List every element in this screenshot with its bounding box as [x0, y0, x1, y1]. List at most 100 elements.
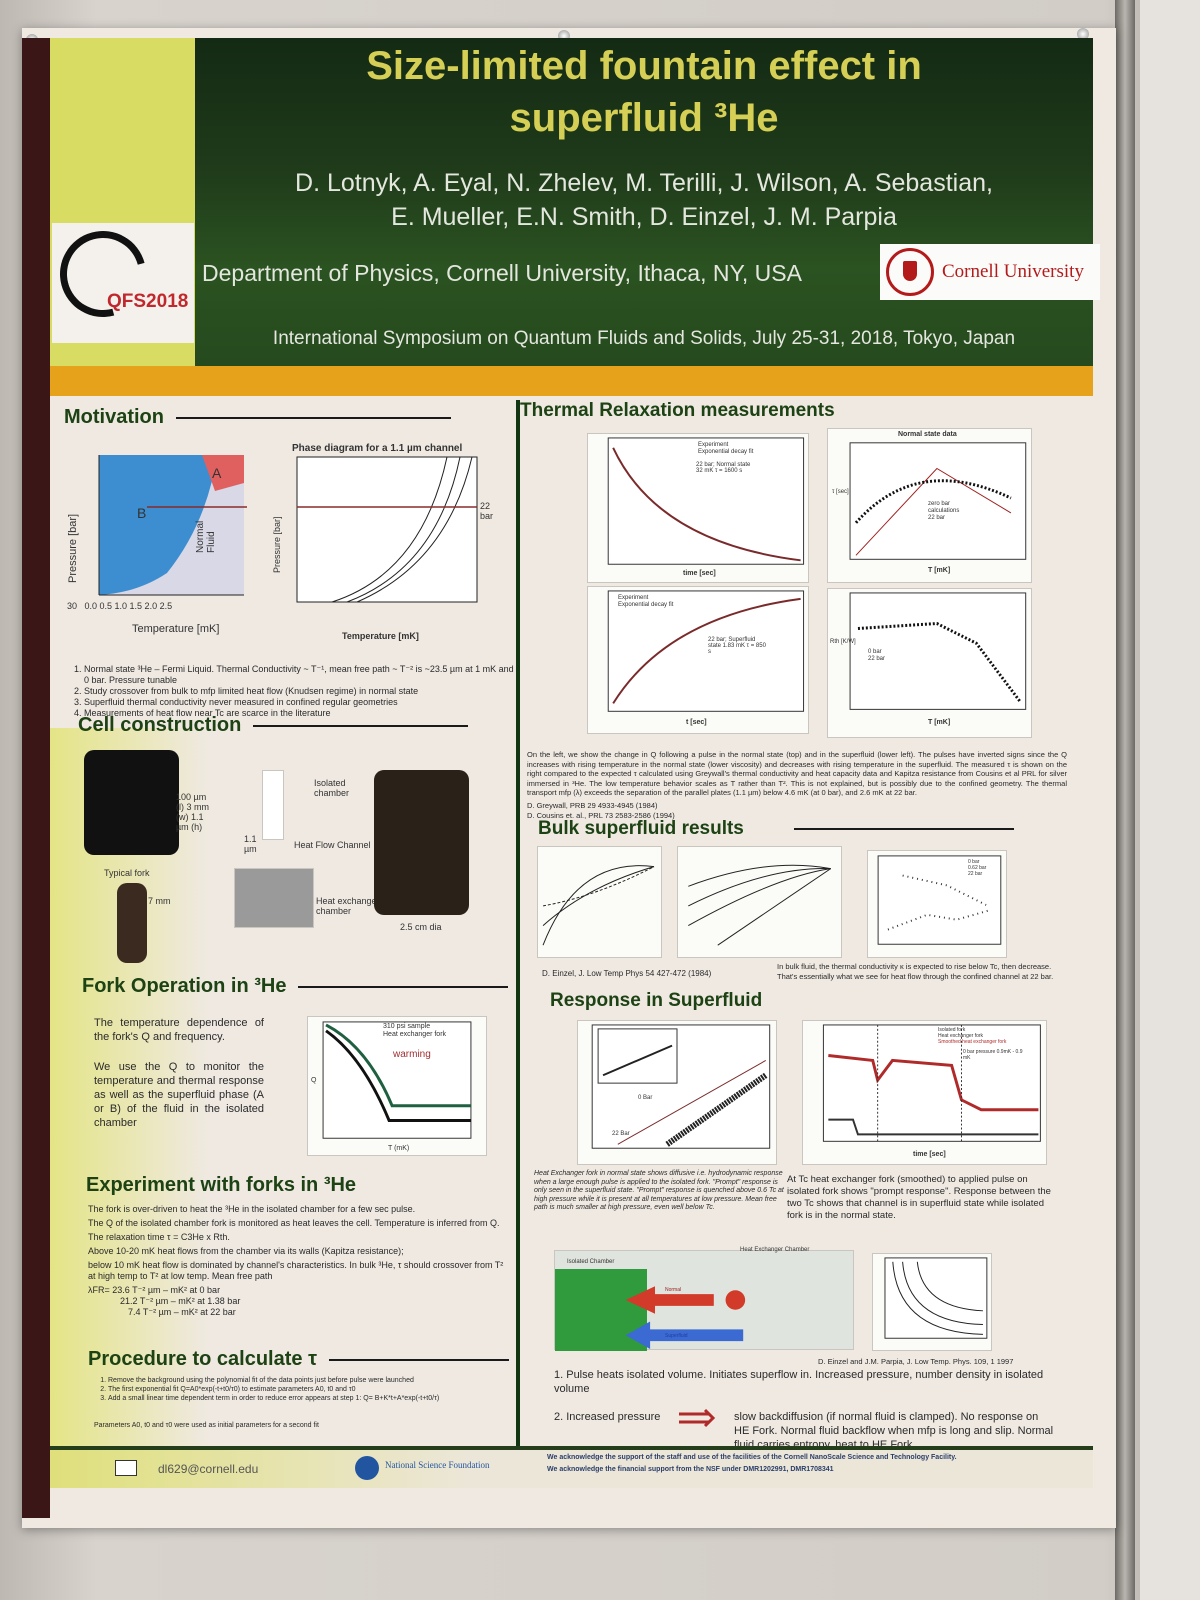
list-item: Add a small linear time dependent term i…: [108, 1394, 508, 1403]
poster-stand-pole: [1115, 0, 1135, 1600]
heat-exchange-chamber-label: Heat exchange chamber: [316, 896, 377, 916]
reference-greywall: D. Greywall, PRB 29 4933-4945 (1984): [527, 801, 658, 810]
section-heading-procedure: Procedure to calculate τ: [88, 1348, 510, 1371]
response-legend-1: Isolated fork: [938, 1027, 966, 1033]
rth-legend-0bar: 0 bar: [868, 649, 882, 655]
author-list: D. Lotnyk, A. Eyal, N. Zhelev, M. Terill…: [295, 169, 993, 231]
bottom-legend-1: Experiment: [618, 595, 649, 601]
bulk-legend-2: 0.62 bar: [968, 865, 987, 871]
experiment-line: The fork is over-driven to heat the ³He …: [88, 1204, 416, 1214]
response-legend-2: Heat exchanger fork: [938, 1033, 984, 1039]
phase-b-label: B: [137, 505, 147, 521]
section-heading-thermal: Thermal Relaxation measurements: [520, 400, 835, 421]
enso-circle-icon: [44, 215, 162, 333]
section-heading-response: Response in Superfluid: [550, 990, 763, 1011]
mechanism-point-2: 2. Increased pressure: [554, 1411, 661, 1423]
mechanism-point-1: 1. Pulse heats isolated volume. Initiate…: [554, 1369, 1044, 1395]
fork-legend-1: 310 psi sample: [383, 1023, 431, 1030]
isolated-chamber-diagram-label: Isolated Chamber: [567, 1259, 615, 1265]
cell-diameter-label: 2.5 cm dia: [400, 922, 442, 932]
response-right-caption: At Tc heat exchanger fork (smoothed) to …: [787, 1174, 1051, 1221]
experiment-line: Above 10-20 mK heat flows from the chamb…: [88, 1246, 404, 1256]
heat-exchange-chamber-drawing: [234, 868, 314, 928]
rth-y-axis-label: Rth [K/W]: [830, 639, 856, 645]
phase-a-label: A: [212, 465, 222, 481]
response-time-chart: Isolated fork Heat exchanger fork Smooth…: [802, 1020, 1047, 1165]
contact-email: dl629@cornell.edu: [158, 1462, 259, 1476]
fork-size-label: 7 mm: [148, 896, 171, 906]
bottom-note: 22 bar; Superfluid state 1.83 mK τ = 850…: [708, 637, 766, 655]
department: Department of Physics, Cornell Universit…: [202, 260, 802, 286]
poster: Size-limited fountain effect in superflu…: [22, 28, 1116, 1528]
double-arrow-icon: [679, 1408, 716, 1428]
top-x-axis-label: time [sec]: [683, 570, 716, 577]
einzel-parpia-chart: [872, 1253, 992, 1351]
reference-cousins: D. Cousins et. al., PRL 73 2583-2586 (19…: [527, 811, 675, 820]
tau-x-axis-label: T [mK]: [928, 567, 951, 574]
section-heading-fork: Fork Operation in ³He: [82, 975, 509, 998]
qfs-logo-text: QFS2018: [107, 291, 189, 312]
bulk-chart-2: [677, 846, 842, 958]
bulk-reference: D. Einzel, J. Low Temp Phys 54 427-472 (…: [542, 969, 712, 978]
rth-x-axis-label: T [mK]: [928, 719, 951, 726]
normal-fluid-label: Normal Fluid: [195, 520, 217, 553]
section-heading-bulk: Bulk superfluid results: [538, 818, 1014, 840]
top-legend-1: Experiment: [698, 442, 729, 448]
superfluid-flow-label: Superfluid: [665, 1333, 688, 1339]
fork-x-axis-label: T (mK): [388, 1145, 410, 1152]
list-item: Remove the background using the polynomi…: [108, 1376, 508, 1385]
nsf-name: National Science Foundation: [385, 1460, 490, 1470]
cell-photo: [374, 770, 469, 915]
bulk-chart-3: 0 bar 0.62 bar 22 bar: [867, 850, 1007, 958]
left-y-axis-label: Pressure [bar]: [67, 513, 79, 583]
experiment-line: The Q of the isolated chamber fork is mo…: [88, 1218, 500, 1228]
column-divider: [516, 400, 520, 1450]
experiment-text: The fork is over-driven to heat the ³He …: [88, 1204, 508, 1318]
isolated-chamber-drawing: [262, 770, 284, 840]
left-x-axis-label: Temperature [mK]: [132, 623, 220, 635]
orange-band: [50, 366, 1093, 396]
channel-phase-title: Phase diagram for a 1.1 µm channel: [292, 443, 463, 454]
bottom-x-axis-label: t [sec]: [686, 719, 707, 726]
right-y-axis-label: Pressure [bar]: [272, 516, 282, 573]
section-heading-cell: Cell construction: [78, 714, 469, 737]
response-note: 0 bar pressure 0.9mK - 0.9 mK: [963, 1049, 1023, 1061]
poster-title: Size-limited fountain effect in superflu…: [366, 44, 922, 140]
header-banner: [195, 38, 1093, 366]
normal-state-tau-chart: Normal state data zero bar calculations …: [827, 428, 1032, 583]
footer: dl629@cornell.edu National Science Found…: [50, 1450, 1093, 1488]
acknowledgement-facility: We acknowledge the support of the staff …: [547, 1454, 957, 1461]
response-0bar-label: 0 Bar: [638, 1095, 653, 1101]
thermal-resistance-chart: 0 bar 22 bar T [mK] Rth [K/W]: [827, 588, 1032, 738]
phase-diagram-colored: B A Normal Fluid Pressure [bar] 30 0.0 0…: [67, 443, 247, 643]
list-item: Superfluid thermal conductivity never me…: [84, 697, 514, 708]
experiment-line: The relaxation time τ = C3He x Rth.: [88, 1232, 230, 1242]
fork-q-chart: 310 psi sample Heat exchanger fork warmi…: [307, 1016, 487, 1156]
bulk-text: In bulk fluid, the thermal conductivity …: [777, 962, 1054, 981]
experiment-line: 7.4 T⁻² µm – mK² at 22 bar: [128, 1307, 236, 1317]
experiment-line: 21.2 T⁻² µm – mK² at 1.38 bar: [120, 1296, 241, 1306]
response-22bar-label: 22 Bar: [612, 1131, 630, 1137]
22-bar-label: 22 bar: [480, 501, 494, 521]
isolated-chamber-label: Isolated chamber: [314, 778, 350, 798]
bulk-legend-1: 0 bar: [968, 859, 980, 865]
mail-icon: [115, 1460, 137, 1476]
fork-para-1: The temperature dependence of the fork's…: [94, 1017, 264, 1043]
channel-height-label: 1.1 µm: [244, 834, 257, 854]
left-x-ticks: 30 0.0 0.5 1.0 1.5 2.0 2.5: [67, 601, 173, 611]
list-item: Measurements of heat flow near Tc are sc…: [84, 708, 514, 719]
nsf-logo-icon: [355, 1456, 379, 1480]
tau-y-axis-label: τ [sec]: [832, 489, 849, 495]
procedure-steps: Remove the background using the polynomi…: [108, 1376, 508, 1403]
cornell-logo: Cornell University: [880, 244, 1100, 300]
tau-legend-0bar: zero bar: [928, 501, 951, 507]
procedure-note: Parameters A0, t0 and τ0 were used as in…: [94, 1422, 319, 1429]
fork-y-axis-label: Q: [311, 1077, 317, 1084]
section-heading-motivation: Motivation: [64, 406, 451, 429]
phase-diagram-channel: Phase diagram for a 1.1 µm channel 22 ba…: [272, 443, 493, 658]
top-note: 22 bar; Normal state 32 mK τ = 1600 s: [696, 462, 751, 474]
acknowledgement-funding: We acknowledge the financial support fro…: [547, 1466, 834, 1473]
section-heading-experiment: Experiment with forks in ³He: [86, 1174, 357, 1196]
qfs-logo: QFS2018: [44, 215, 194, 343]
einzel-parpia-reference: D. Einzel and J.M. Parpia, J. Low Temp. …: [818, 1357, 1014, 1366]
